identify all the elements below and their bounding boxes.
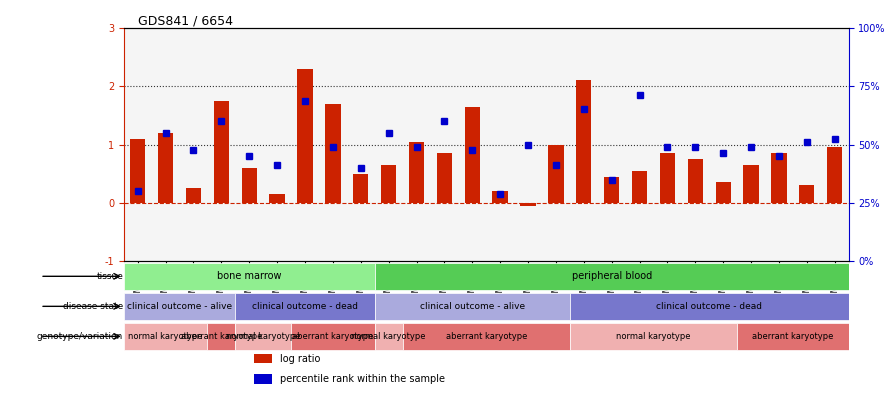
FancyBboxPatch shape [737,323,849,350]
FancyBboxPatch shape [208,323,235,350]
Bar [521,203,536,206]
Text: peripheral blood: peripheral blood [572,271,652,281]
Text: tissue: tissue [96,272,123,281]
FancyBboxPatch shape [124,293,235,320]
Bar [465,107,480,203]
Bar [325,104,340,203]
Bar [548,145,564,203]
Text: normal karyotype: normal karyotype [226,332,301,341]
Text: clinical outcome - alive: clinical outcome - alive [127,302,232,311]
FancyBboxPatch shape [402,323,570,350]
Text: clinical outcome - dead: clinical outcome - dead [656,302,762,311]
Text: aberrant karyotype: aberrant karyotype [293,332,374,341]
FancyBboxPatch shape [570,293,849,320]
Bar [576,80,591,203]
Text: log ratio: log ratio [279,354,320,364]
Bar [158,133,173,203]
Bar [604,177,620,203]
Text: normal karyotype: normal karyotype [616,332,690,341]
Bar [353,174,369,203]
Bar [743,165,758,203]
Text: normal karyotype: normal karyotype [128,332,202,341]
FancyBboxPatch shape [235,293,375,320]
Text: normal karyotype: normal karyotype [351,332,426,341]
Bar [255,354,272,364]
Text: aberrant karyotype: aberrant karyotype [180,332,262,341]
Text: aberrant karyotype: aberrant karyotype [752,332,834,341]
Text: GDS841 / 6654: GDS841 / 6654 [138,15,233,28]
FancyBboxPatch shape [570,323,737,350]
Bar [255,375,272,384]
FancyBboxPatch shape [124,263,375,290]
Text: percentile rank within the sample: percentile rank within the sample [279,374,445,384]
Text: genotype/variation: genotype/variation [37,332,123,341]
FancyBboxPatch shape [235,323,291,350]
Bar [771,153,787,203]
FancyBboxPatch shape [375,293,570,320]
FancyBboxPatch shape [375,263,849,290]
FancyBboxPatch shape [291,323,375,350]
Text: disease state: disease state [63,302,123,311]
Bar [492,191,507,203]
Text: clinical outcome - dead: clinical outcome - dead [252,302,358,311]
Text: clinical outcome - alive: clinical outcome - alive [420,302,525,311]
Bar [715,183,731,203]
Bar [297,69,313,203]
Bar [408,142,424,203]
Bar [130,139,145,203]
Bar [799,185,814,203]
Text: aberrant karyotype: aberrant karyotype [446,332,527,341]
Bar [186,188,202,203]
Bar [381,165,396,203]
Bar [270,194,285,203]
Bar [241,168,257,203]
Bar [827,147,842,203]
Bar [688,159,703,203]
Bar [632,171,647,203]
Bar [214,101,229,203]
Text: bone marrow: bone marrow [217,271,281,281]
FancyBboxPatch shape [124,323,208,350]
Bar [437,153,452,203]
Bar [659,153,675,203]
FancyBboxPatch shape [375,323,402,350]
